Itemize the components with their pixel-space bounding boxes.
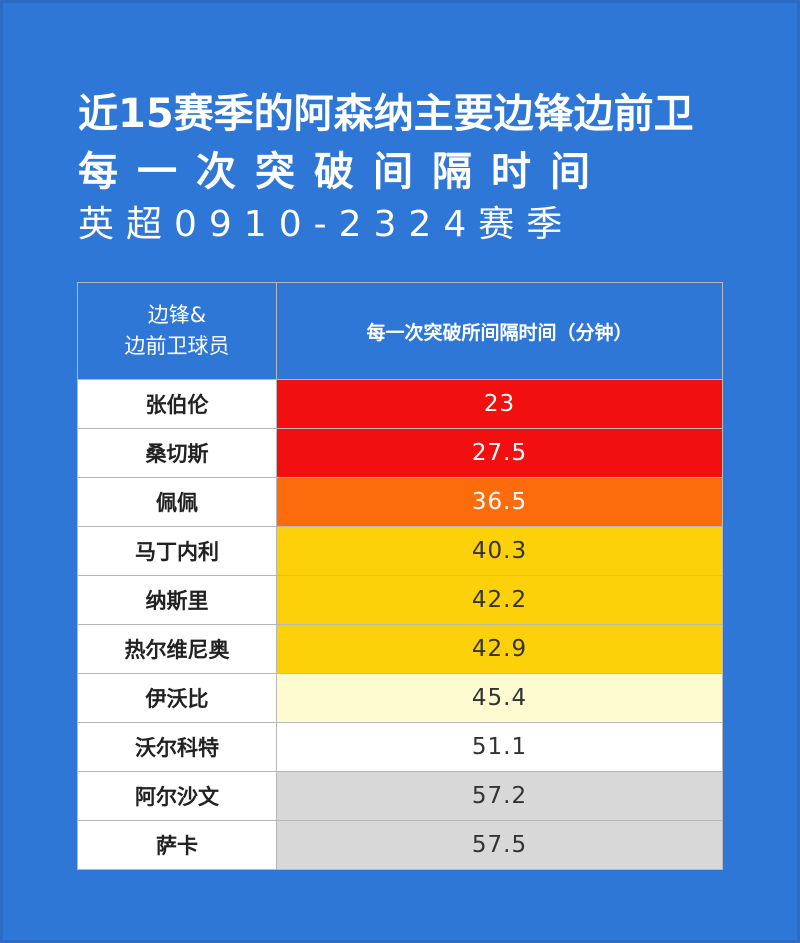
interval-value-cell: 27.5 bbox=[276, 428, 723, 478]
interval-value-cell: 51.1 bbox=[276, 722, 723, 772]
player-name-cell: 伊沃比 bbox=[77, 673, 277, 723]
table-row: 阿尔沙文 57.2 bbox=[77, 771, 723, 821]
player-name-cell: 纳斯里 bbox=[77, 575, 277, 625]
player-column-header: 边锋& 边前卫球员 bbox=[77, 282, 277, 380]
table-row: 热尔维尼奥 42.9 bbox=[77, 624, 723, 674]
player-name-cell: 萨卡 bbox=[77, 820, 277, 870]
interval-value-cell: 23 bbox=[276, 379, 723, 429]
player-name-cell: 佩佩 bbox=[77, 477, 277, 527]
player-name-cell: 马丁内利 bbox=[77, 526, 277, 576]
interval-value-cell: 36.5 bbox=[276, 477, 723, 527]
player-name-cell: 热尔维尼奥 bbox=[77, 624, 277, 674]
interval-column-header: 每一次突破所间隔时间（分钟） bbox=[276, 282, 723, 380]
table-row: 马丁内利 40.3 bbox=[77, 526, 723, 576]
table-row: 纳斯里 42.2 bbox=[77, 575, 723, 625]
chart-title-line2: 每一次突破间隔时间 bbox=[78, 149, 609, 195]
player-column-header-line2: 边前卫球员 bbox=[124, 334, 230, 358]
table-header-row: 边锋& 边前卫球员 每一次突破所间隔时间（分钟） bbox=[77, 282, 723, 380]
interval-value-cell: 45.4 bbox=[276, 673, 723, 723]
player-column-header-line1: 边锋& bbox=[147, 303, 207, 327]
chart-subtitle: 英超0910-2324赛季 bbox=[78, 204, 575, 245]
interval-value-cell: 57.5 bbox=[276, 820, 723, 870]
table-row: 佩佩 36.5 bbox=[77, 477, 723, 527]
player-name-cell: 桑切斯 bbox=[77, 428, 277, 478]
table-row: 沃尔科特 51.1 bbox=[77, 722, 723, 772]
table-row: 伊沃比 45.4 bbox=[77, 673, 723, 723]
interval-value-cell: 42.2 bbox=[276, 575, 723, 625]
interval-value-cell: 57.2 bbox=[276, 771, 723, 821]
player-name-cell: 张伯伦 bbox=[77, 379, 277, 429]
data-table: 边锋& 边前卫球员 每一次突破所间隔时间（分钟） 张伯伦 23 桑切斯 27.5 佩佩 3… bbox=[77, 282, 723, 870]
table-row: 萨卡 57.5 bbox=[77, 820, 723, 870]
interval-value-cell: 40.3 bbox=[276, 526, 723, 576]
table-row: 张伯伦 23 bbox=[77, 379, 723, 429]
table-row: 桑切斯 27.5 bbox=[77, 428, 723, 478]
player-name-cell: 阿尔沙文 bbox=[77, 771, 277, 821]
table-body: 张伯伦 23 桑切斯 27.5 佩佩 36.5 马丁内利 40.3 纳斯里 42.2 热尔维尼奥 42… bbox=[77, 379, 723, 870]
player-name-cell: 沃尔科特 bbox=[77, 722, 277, 772]
interval-value-cell: 42.9 bbox=[276, 624, 723, 674]
chart-title-line1: 近15赛季的阿森纳主要边锋边前卫 bbox=[78, 91, 694, 137]
